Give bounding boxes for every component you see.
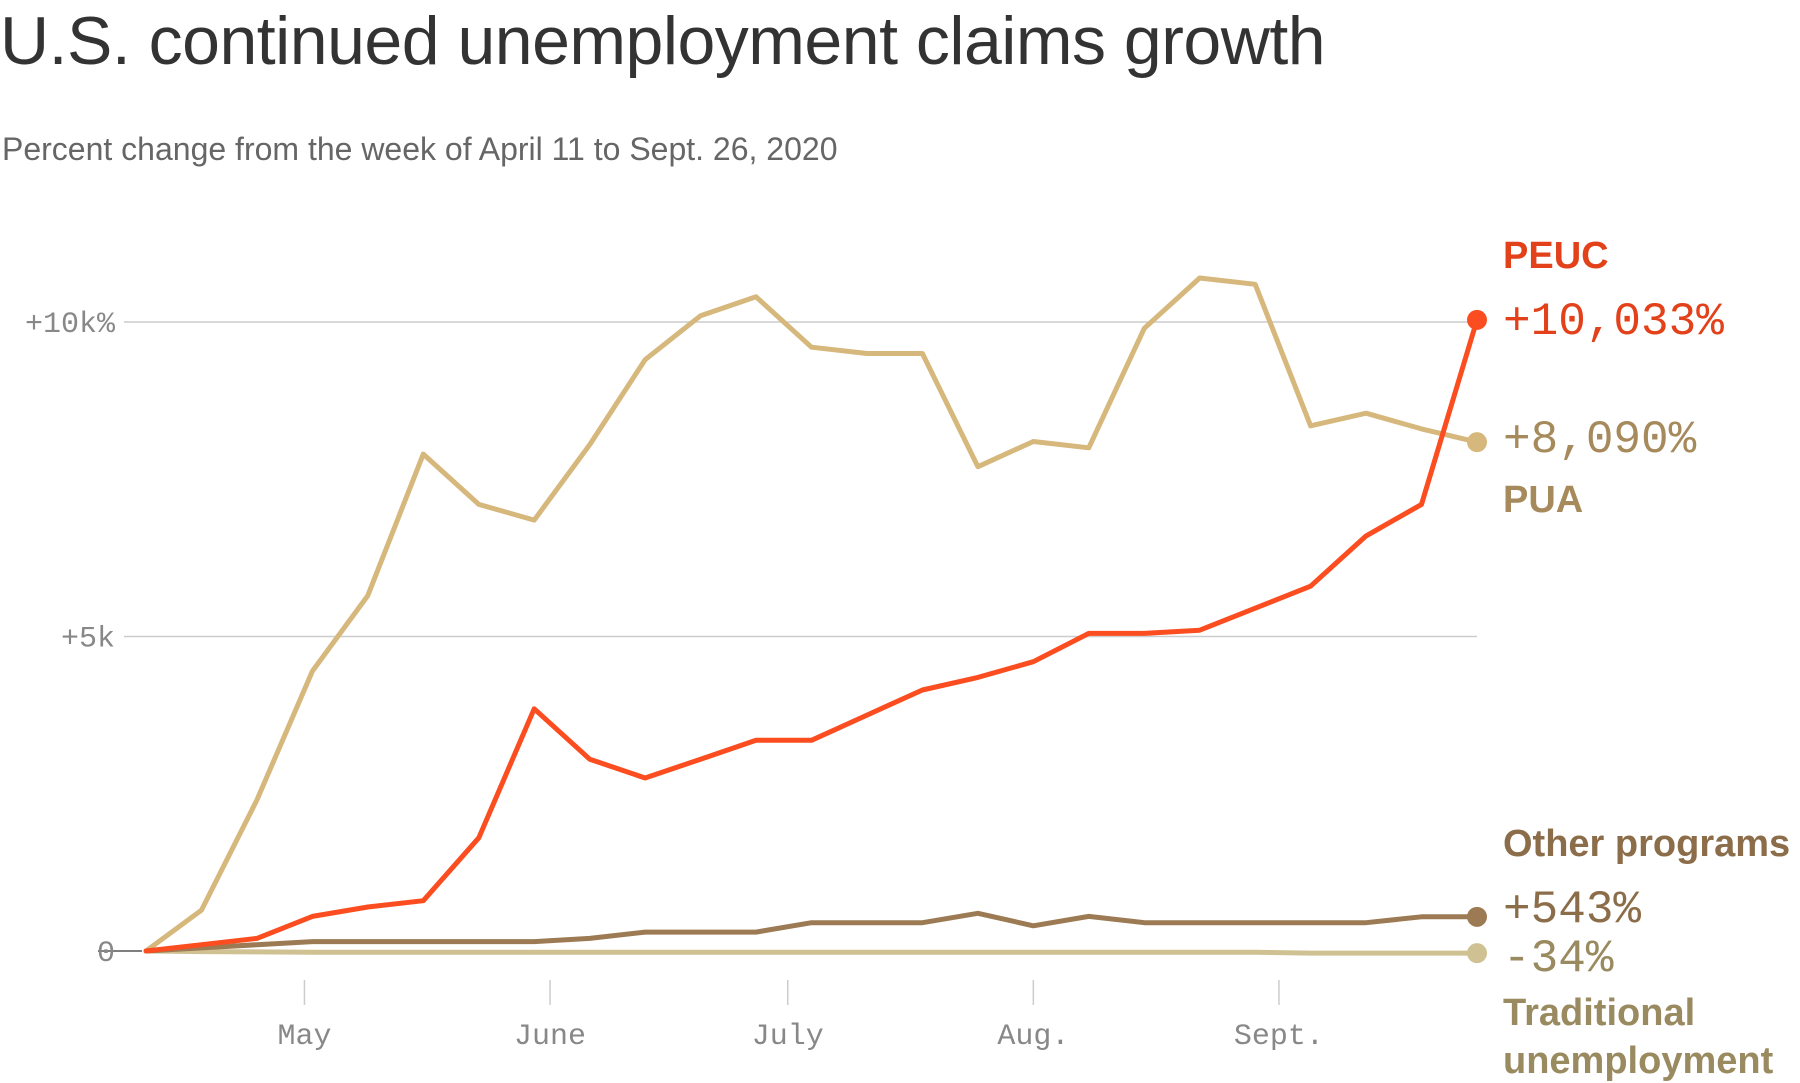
axes: 0 +5k +10k% May June July Aug. Sept. [25,308,1324,1054]
series-value-label: +10,033% [1503,296,1724,348]
chart-title: U.S. continued unemployment claims growt… [0,3,1326,79]
series-end-dot [1467,309,1487,330]
x-tick-label: May [277,1020,331,1054]
series-name-line: Traditional [1503,992,1695,1034]
series-name-label: PUA [1503,479,1583,521]
series-line-other-programs [143,910,1480,954]
series-value-label: -34% [1503,933,1614,985]
series-value-label: +543% [1503,884,1641,936]
series-name-label: Traditional unemployment [1503,992,1774,1082]
y-tick-label: +10k% [25,308,116,342]
x-tick-label: July [752,1020,824,1054]
x-tick-label: Aug. [997,1020,1069,1054]
series-end-dot [1467,906,1487,927]
series-name-label: Other programs [1503,823,1790,865]
chart-subtitle: Percent change from the week of April 11… [2,131,838,167]
x-tick-label: Sept. [1234,1020,1324,1054]
series-end-dot [1467,943,1487,964]
x-tick-label: June [514,1020,586,1054]
series-end-dot [1467,432,1487,453]
series-end-labels: +8,090% PUA +10,033% PEUC +543% Other program… [1503,235,1790,1082]
y-tick-label: 0 [97,937,115,971]
series-line-peuc [143,317,1480,954]
series-name-line: unemployment [1503,1040,1774,1082]
y-tick-label: +5k [61,623,115,657]
series-name-label: PEUC [1503,235,1609,277]
series-lines [143,275,1487,964]
grid-lines [98,321,1477,952]
series-value-label: +8,090% [1503,414,1697,466]
series-line-traditional-unemployment [143,948,1480,956]
series-line-pua [143,275,1480,954]
